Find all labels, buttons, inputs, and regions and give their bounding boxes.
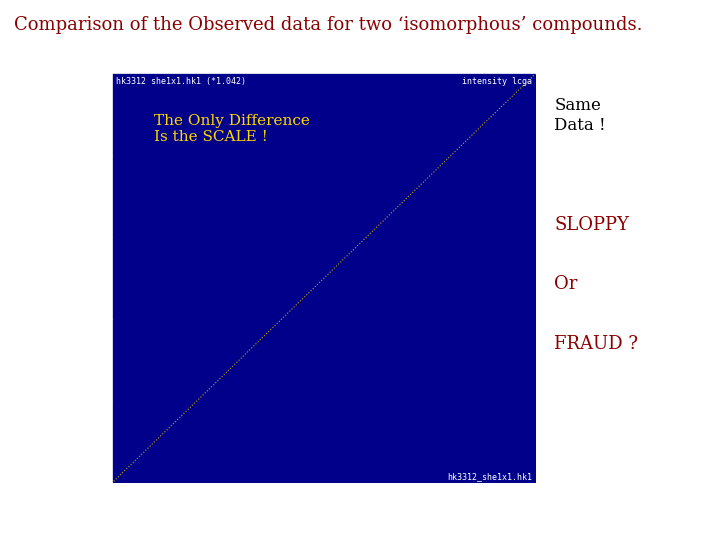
Text: intensity lcga: intensity lcga (462, 77, 532, 86)
Text: Same
Data !: Same Data ! (554, 97, 606, 134)
Text: SLOPPY: SLOPPY (554, 216, 629, 234)
Text: FRAUD ?: FRAUD ? (554, 335, 639, 353)
Text: hk3312 she1x1.hk1 (*1.042): hk3312 she1x1.hk1 (*1.042) (116, 77, 246, 86)
Text: The Only Difference
Is the SCALE !: The Only Difference Is the SCALE ! (154, 114, 310, 144)
Text: hk3312_she1x1.hk1: hk3312_she1x1.hk1 (447, 472, 532, 481)
Text: Comparison of the Observed data for two ‘isomorphous’ compounds.: Comparison of the Observed data for two … (14, 16, 643, 34)
Text: Or: Or (554, 275, 577, 293)
